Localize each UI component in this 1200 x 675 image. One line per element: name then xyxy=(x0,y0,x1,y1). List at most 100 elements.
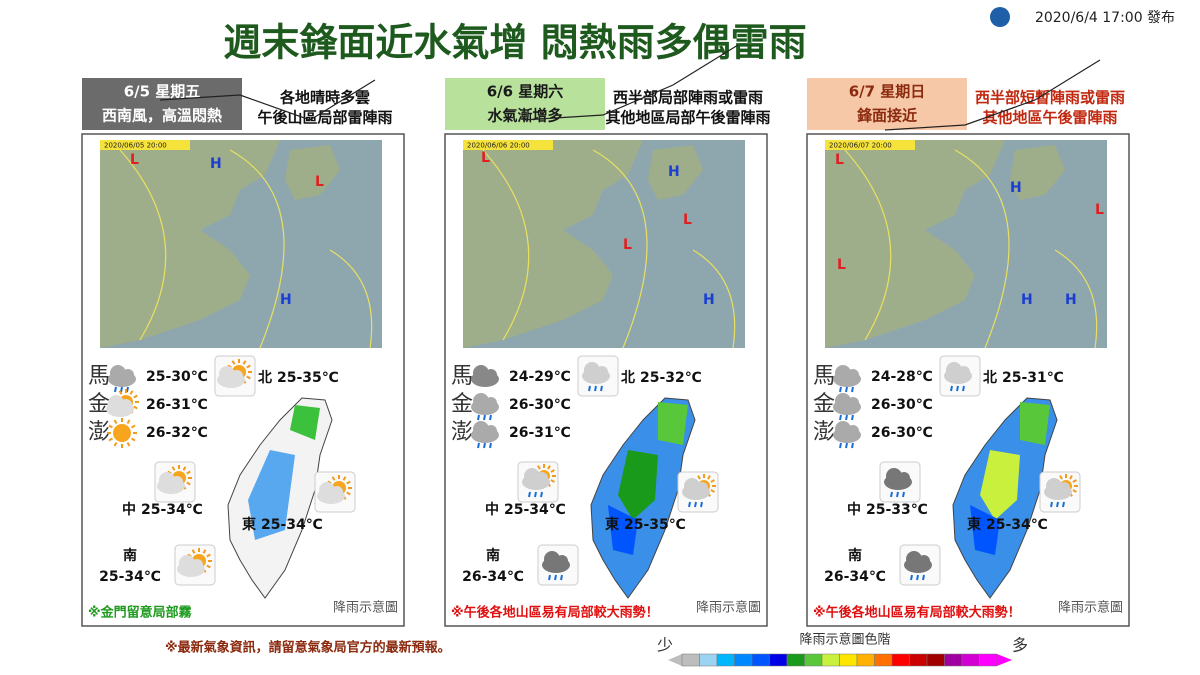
sun-ray xyxy=(1072,489,1077,493)
island-icon xyxy=(107,418,137,448)
date-sub: 西南風，高溫悶熱 xyxy=(102,107,222,125)
cloud xyxy=(847,425,859,437)
pressure-center: H xyxy=(1021,292,1033,308)
date-sub: 鋒面接近 xyxy=(856,107,917,125)
cloud xyxy=(1046,478,1062,494)
rain-area xyxy=(248,450,295,540)
cloud xyxy=(485,425,497,437)
region-icon xyxy=(174,544,216,586)
sun-ray xyxy=(206,553,211,558)
sun-ray xyxy=(710,479,715,483)
pressure-center: L xyxy=(130,152,139,168)
description: 西半部局部陣雨或雷雨 xyxy=(613,89,763,107)
rain-drop xyxy=(922,574,925,581)
sun-ray xyxy=(697,475,701,480)
legend-swatch xyxy=(699,653,718,667)
sun-ray xyxy=(1069,475,1073,480)
rain-drop xyxy=(489,442,492,449)
rain-drop xyxy=(594,385,597,392)
map-time: 2020/06/06 20:00 xyxy=(467,142,530,150)
region-label: 中 25-34℃ xyxy=(485,501,566,518)
cloud xyxy=(835,365,851,381)
pressure-center: H xyxy=(280,292,292,308)
rain-drop xyxy=(845,414,848,421)
legend-swatch xyxy=(909,653,928,667)
sun-ray xyxy=(186,481,191,486)
panel-note: ※金門留意局部霧 xyxy=(88,605,193,621)
date-label: 6/7 星期日 xyxy=(849,83,926,101)
sun-ray xyxy=(118,390,123,395)
region-label: 中 25-33℃ xyxy=(847,501,928,518)
rain-drop xyxy=(120,386,123,393)
island-name: 馬 xyxy=(813,364,835,389)
region-name: 東 xyxy=(605,516,619,533)
sun-ray xyxy=(113,419,118,424)
cloud xyxy=(159,472,175,488)
pressure-center: H xyxy=(1065,292,1077,308)
panel-note: ※午後各地山區易有局部較大雨勢！ xyxy=(451,605,659,621)
region-name: 中 xyxy=(122,501,136,518)
island-name: 馬 xyxy=(88,364,110,389)
rain-drop xyxy=(483,414,486,421)
map-time: 2020/06/07 20:00 xyxy=(829,142,892,150)
region-name: 南 xyxy=(123,547,137,564)
map-land xyxy=(825,140,1005,348)
island-icon xyxy=(833,393,861,421)
island-icon xyxy=(108,365,136,393)
rain-drop xyxy=(839,386,842,393)
region-icon xyxy=(677,471,719,513)
cloud xyxy=(684,478,700,494)
sun-ray xyxy=(346,491,351,496)
logo xyxy=(990,7,1010,27)
region-temp: 25-34℃ xyxy=(141,502,203,518)
region-temp: 26-34℃ xyxy=(462,569,524,585)
sun-ray xyxy=(131,437,136,442)
pressure-center: L xyxy=(837,257,846,273)
map-time-box xyxy=(463,140,553,150)
rain-drop xyxy=(483,442,486,449)
rain-drop xyxy=(950,385,953,392)
sun-ray xyxy=(1059,475,1063,480)
rain-drop xyxy=(839,414,842,421)
cloud xyxy=(556,555,568,567)
legend-swatch xyxy=(926,653,945,667)
cloud xyxy=(524,468,540,484)
region-icon xyxy=(537,544,579,586)
rain-drop xyxy=(851,442,854,449)
rain-area xyxy=(970,505,1000,555)
region-label: 東 25-35℃ xyxy=(605,516,686,533)
region-icon xyxy=(214,355,256,397)
rain-drop xyxy=(851,386,854,393)
pressure-center: L xyxy=(683,212,692,228)
rain-drop xyxy=(688,501,691,508)
cloud xyxy=(110,365,126,381)
island-name: 金 xyxy=(813,392,835,417)
region-icon xyxy=(899,544,941,586)
island-icon xyxy=(471,421,499,449)
description: 西半部短暫陣雨或雷雨 xyxy=(975,89,1125,107)
pressure-center: H xyxy=(703,292,715,308)
sun-ray xyxy=(108,424,113,429)
sun-ray xyxy=(331,476,336,481)
rain-drop xyxy=(1050,501,1053,508)
rain-area xyxy=(608,505,638,555)
rain-drop xyxy=(554,574,557,581)
pressure-center: L xyxy=(1095,202,1104,218)
map-time-box xyxy=(825,140,915,150)
region-name: 東 xyxy=(967,516,981,533)
sun-ray xyxy=(191,549,196,554)
rain-drop xyxy=(902,491,905,498)
cloud xyxy=(485,397,497,409)
pressure-center: L xyxy=(623,237,632,253)
cloud xyxy=(847,369,859,381)
region-name: 南 xyxy=(486,547,500,564)
legend-arrow xyxy=(997,654,1012,666)
rain-drop xyxy=(851,414,854,421)
region-temp: 25-35℃ xyxy=(277,370,339,386)
rain-label: 降雨示意圖 xyxy=(1058,600,1123,616)
rain-drop xyxy=(700,501,703,508)
legend-swatch xyxy=(734,653,753,667)
cloud xyxy=(696,482,708,494)
rain-area xyxy=(290,405,320,440)
